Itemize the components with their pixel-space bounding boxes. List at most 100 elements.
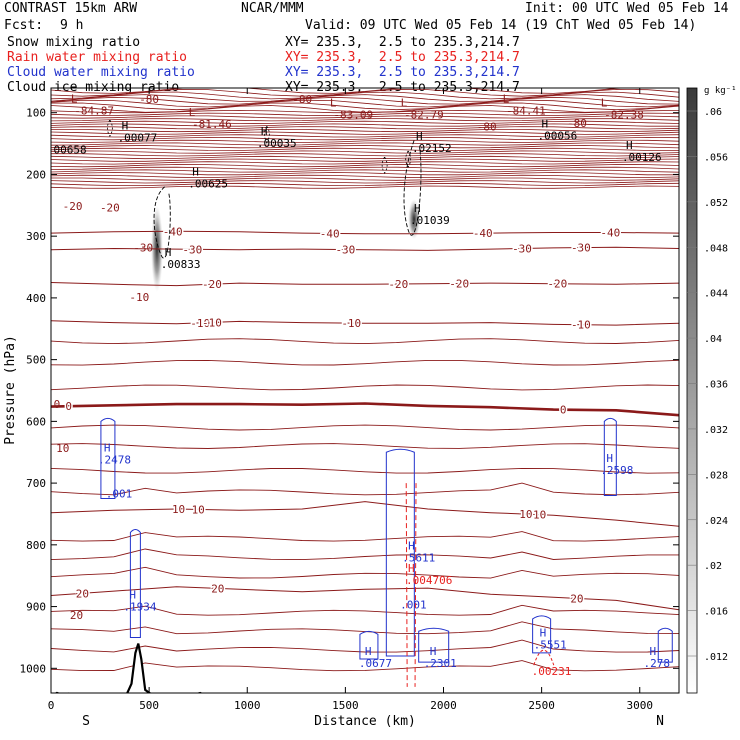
stratosphere-isotherm-3	[51, 94, 679, 102]
isotherm-10	[51, 501, 679, 527]
low-value-0: -84.87	[74, 104, 114, 117]
isotherm-unlabeled-13	[51, 660, 679, 672]
isotherm-label--20-0: -20	[202, 278, 222, 291]
cloud-water-high-mark-2: H	[606, 452, 613, 465]
isotherm-label--10-0: -10	[190, 317, 210, 330]
low-value-5: -82.38	[604, 109, 644, 122]
stratosphere-isotherm-16	[51, 131, 679, 135]
isotherm-unlabeled-9	[51, 566, 679, 579]
cloud-water-high-mark-5: H	[129, 588, 136, 601]
cloud-water-high-value-7: .2301	[424, 657, 457, 670]
snow-shading-1	[408, 199, 421, 240]
x-tick-label-2: 1000	[234, 699, 261, 712]
cloud-water-high-mark-9: H	[649, 645, 656, 658]
y-tick-label-8: 900	[26, 601, 46, 614]
ice-contour-small-2	[381, 156, 388, 174]
ice-high-value-7: .01039	[410, 214, 450, 227]
isotherm-label--30-1: -30	[335, 244, 355, 257]
cloud-water-contour-2	[129, 528, 141, 638]
cloud-water-high-mark-7: H	[430, 645, 437, 658]
stratosphere-isotherm-29	[51, 166, 679, 170]
ice-contour-small-0	[106, 119, 113, 137]
rain-high-value-1: .00231	[532, 665, 572, 678]
colorbar-tick-label-0: .012	[704, 652, 728, 663]
colorbar-tick-label-5: .032	[704, 425, 728, 436]
stratosphere-isotherm-30	[51, 169, 679, 173]
stratosphere-isotherm-24	[51, 153, 679, 157]
ice-high-value-6: .00625	[188, 178, 228, 191]
isotherm-label--20-1: -20	[388, 278, 408, 291]
low-value-4: -84.41	[506, 104, 546, 117]
isotherm-label-10-0: 10	[172, 503, 185, 516]
header-fcst-value: 9 h	[60, 18, 84, 33]
rain-contour-column	[405, 483, 417, 687]
isotherm-unlabeled-1	[51, 359, 679, 366]
isotherm-label-20-1: 20	[211, 582, 224, 595]
y-tick-label-6: 700	[26, 477, 46, 490]
cloud-water-contour-7	[657, 627, 673, 663]
ice-high-value-4: .00056	[538, 130, 578, 143]
stratosphere-isotherm-10	[51, 115, 679, 119]
ice-high-value-8: .00833	[161, 258, 201, 271]
ice-high-mark-7: H	[414, 202, 421, 215]
colorbar-tick-label-6: .036	[704, 380, 728, 391]
isotherm-unlabeled-8	[51, 548, 679, 561]
y-axis-label: Pressure (hPa)	[3, 335, 18, 445]
stratosphere-isotherm-15	[51, 129, 679, 133]
isotherm--10	[51, 320, 679, 326]
y-tick-label-3: 400	[26, 292, 46, 305]
x-tick-label-6: 3000	[627, 699, 654, 712]
cloud-water-high-value-2: .2598	[600, 464, 633, 477]
ice-high-mark-8: H	[165, 246, 172, 259]
stratosphere-isotherm-1	[51, 88, 679, 97]
ice-contour-west	[153, 186, 171, 259]
isotherm-unlabeled-10	[51, 604, 679, 616]
ice-contour-small-3	[405, 150, 412, 168]
temperature-label-5: 10	[56, 442, 69, 455]
cloud-water-high-value-4: .001	[400, 599, 427, 612]
low-value-3: -82.79	[404, 109, 444, 122]
x-tick-label-1: 500	[139, 699, 159, 712]
colorbar-tick-label-2: .02	[704, 561, 722, 572]
isotherm-label--30-0: -30	[182, 243, 202, 256]
isotherm-unlabeled-3	[51, 424, 679, 431]
ice-high-value-0: .00658	[47, 144, 87, 157]
stratosphere-isotherm-34	[51, 180, 679, 184]
isotherm-label--30-2: -30	[512, 243, 532, 256]
rain-high-mark-0: H	[408, 562, 415, 575]
cloud-water-high-value-1: .001	[106, 487, 133, 500]
contour-80-label-3: -80	[567, 117, 587, 130]
ice-high-mark-6: H	[192, 166, 199, 179]
isotherm-label-10-1: 10	[192, 503, 205, 516]
colorbar-tick-label-3: .024	[704, 516, 728, 527]
isotherm-unlabeled-2	[51, 384, 679, 391]
cloud-water-high-mark-8: H	[540, 627, 547, 640]
stratosphere-isotherm-8	[51, 109, 679, 114]
field-rain-name: Rain water mixing ratio	[7, 50, 188, 65]
ice-high-mark-3: H	[416, 130, 423, 143]
cloud-water-contour-6	[532, 615, 552, 654]
isotherm--40	[51, 230, 679, 235]
isotherm-unlabeled-12	[51, 639, 679, 653]
y-tick-label-2: 300	[26, 230, 46, 243]
ice-contour-east	[403, 140, 422, 236]
y-tick-label-4: 500	[26, 354, 46, 367]
isotherm-unlabeled-4	[51, 443, 679, 449]
cloud-water-high-value-9: .278	[643, 657, 670, 670]
isotherm-label-10-3: 10	[533, 509, 546, 522]
y-tick-label-1: 200	[26, 168, 46, 181]
header-init: Init: 00 UTC Wed 05 Feb 14	[525, 1, 729, 16]
x-axis-label: Distance (km)	[314, 714, 416, 729]
cloud-water-high-mark-3: H	[408, 540, 415, 553]
isotherm-label-20-2: 20	[570, 592, 583, 605]
isotherm-label--10-1: -10	[202, 316, 222, 329]
isotherm-unlabeled-0	[51, 338, 679, 345]
stratosphere-isotherm-28	[51, 164, 679, 168]
low-mark-2: L	[330, 97, 337, 110]
plot-frame	[50, 87, 680, 694]
cloud-water-contour-5	[418, 627, 450, 663]
x-end-left-label: S	[82, 714, 90, 729]
isotherm--30	[51, 246, 679, 251]
stratosphere-isotherm-32	[51, 174, 679, 179]
stratosphere-isotherm-4	[51, 96, 679, 105]
